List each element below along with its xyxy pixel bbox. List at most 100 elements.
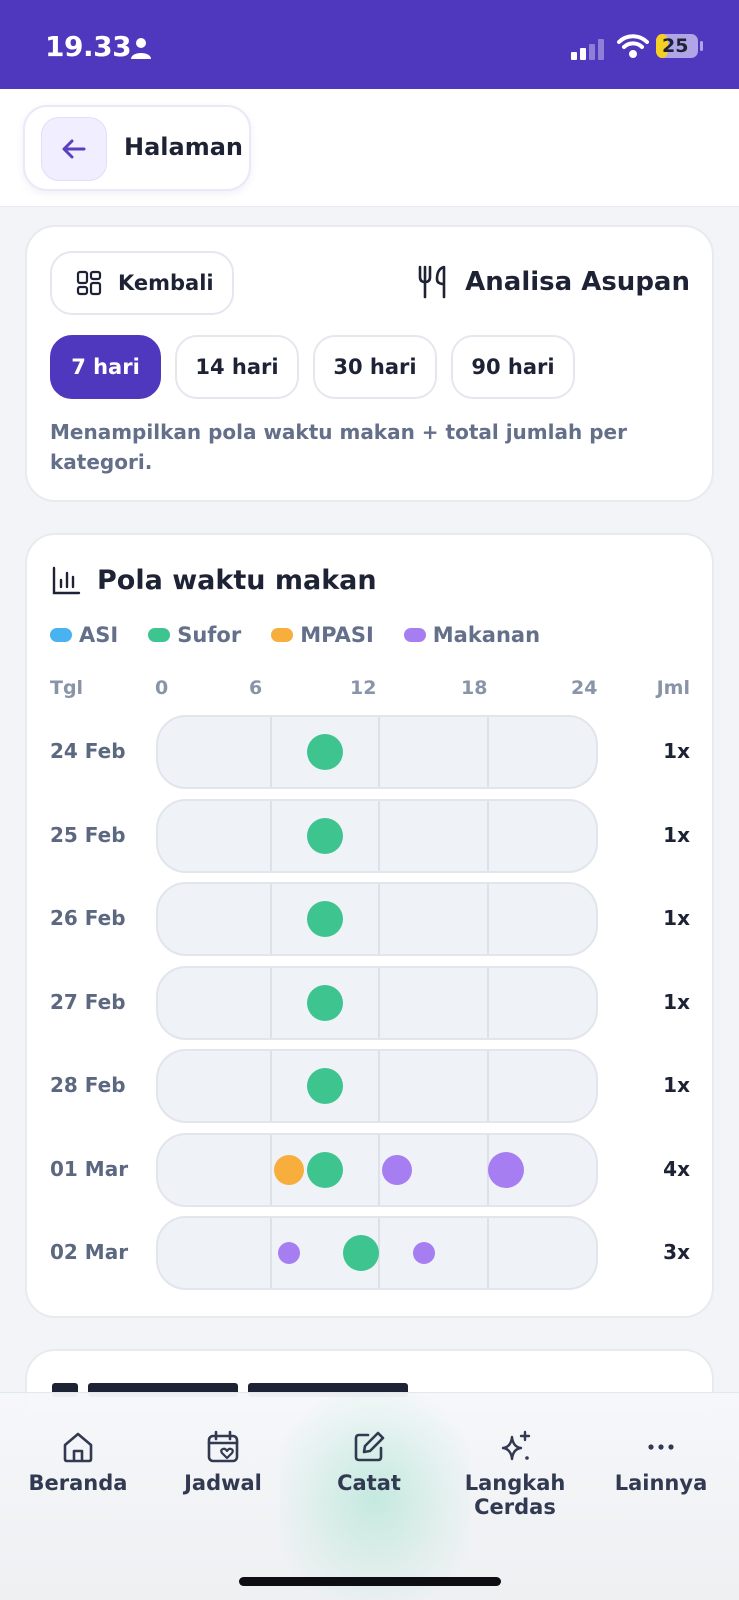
grid-line — [486, 1135, 489, 1205]
meal-dot-sufor — [306, 1152, 343, 1188]
nav-beranda[interactable]: Beranda — [8, 1429, 148, 1495]
grid-line — [378, 717, 380, 787]
timeline-track — [156, 882, 598, 956]
meal-dot-makanan — [382, 1155, 413, 1185]
grid-line — [378, 1051, 380, 1121]
x-tick-label: 6 — [249, 677, 263, 699]
axis-label-date: Tgl — [50, 677, 84, 699]
grid-line — [269, 801, 272, 871]
row-date: 02 Mar — [50, 1240, 129, 1264]
range-label: 7 hari — [71, 355, 140, 379]
timeline-track — [156, 1216, 598, 1290]
nav-label: Beranda — [28, 1471, 128, 1495]
edit-icon — [354, 1431, 385, 1462]
section-heading: Analisa Asupan — [417, 265, 690, 299]
meal-dot-sufor — [306, 901, 343, 937]
grid-line — [269, 968, 272, 1038]
row-count: 1x — [663, 906, 690, 930]
legend-asi: ASI — [50, 623, 118, 647]
nav-catat[interactable]: Catat — [299, 1429, 439, 1495]
person-icon — [131, 38, 151, 59]
meal-dot-sufor — [306, 985, 343, 1021]
grid-line — [486, 884, 489, 954]
chart-title: Pola waktu makan — [97, 565, 377, 596]
grid-icon — [76, 270, 102, 296]
bar-chart-icon — [52, 566, 81, 594]
grid-line — [486, 1218, 489, 1288]
timeline-track — [156, 1049, 598, 1123]
row-count: 1x — [663, 1073, 690, 1097]
legend-label: Sufor — [177, 623, 242, 647]
meal-dot-sufor — [342, 1235, 379, 1271]
grid-line — [486, 801, 489, 871]
range-label: 14 hari — [195, 355, 279, 379]
nav-lainnya[interactable]: Lainnya — [591, 1429, 731, 1495]
range-90-hari[interactable]: 90 hari — [451, 335, 575, 399]
range-7-hari[interactable]: 7 hari — [50, 335, 161, 399]
nav-label: Jadwal — [184, 1471, 262, 1495]
status-time: 19.33 — [45, 30, 132, 63]
x-tick-label: 18 — [461, 677, 488, 699]
timeline-track — [156, 966, 598, 1040]
kembali-label: Kembali — [118, 271, 214, 295]
chart-heading: Pola waktu makan — [51, 565, 377, 596]
timeline-track — [156, 715, 598, 789]
row-count: 1x — [663, 739, 690, 763]
nav-label: Langkah Cerdas — [464, 1471, 566, 1519]
legend-label: MPASI — [300, 623, 374, 647]
row-count: 3x — [663, 1240, 690, 1264]
row-date: 27 Feb — [50, 990, 126, 1014]
legend-label: Makanan — [432, 623, 541, 647]
grid-line — [269, 717, 272, 787]
wifi-icon — [617, 34, 649, 58]
x-tick-label: 0 — [155, 677, 169, 699]
chart-card: Pola waktu makan ASI Sufor MPASI Makanan… — [25, 533, 714, 1318]
row-count: 1x — [663, 823, 690, 847]
home-indicator — [239, 1577, 501, 1586]
row-date: 25 Feb — [50, 823, 126, 847]
legend-swatch — [50, 628, 72, 642]
legend-sufor: Sufor — [148, 623, 241, 647]
nav-langkah-cerdas[interactable]: Langkah Cerdas — [445, 1429, 585, 1519]
row-count: 1x — [663, 990, 690, 1014]
meal-dot-sufor — [306, 818, 343, 854]
filter-card: Kembali Analisa Asupan 7 hari 14 hari 30… — [25, 225, 714, 502]
legend-label: ASI — [79, 623, 119, 647]
bottom-nav: Beranda Jadwal Catat Langkah Cerdas Lai — [0, 1392, 739, 1600]
timeline-track — [156, 799, 598, 873]
grid-line — [269, 1218, 272, 1288]
sparkles-icon — [501, 1430, 531, 1461]
range-description: Menampilkan pola waktu makan + total jum… — [50, 420, 627, 474]
nav-label: Lainnya — [614, 1471, 708, 1495]
more-icon — [648, 1444, 674, 1450]
meal-dot-sufor — [306, 734, 343, 770]
grid-line — [378, 1218, 380, 1288]
arrow-left-icon — [62, 139, 86, 159]
row-date: 24 Feb — [50, 739, 126, 763]
back-card: Halaman — [23, 105, 251, 191]
calendar-heart-icon — [207, 1430, 239, 1463]
grid-line — [378, 968, 380, 1038]
grid-line — [486, 968, 489, 1038]
range-label: 30 hari — [333, 355, 417, 379]
row-date: 26 Feb — [50, 906, 126, 930]
status-bar: 19.33 25 — [0, 0, 739, 89]
battery-level: 25 — [662, 35, 689, 57]
page-title: Halaman — [124, 133, 243, 161]
range-30-hari[interactable]: 30 hari — [313, 335, 437, 399]
grid-line — [486, 1051, 489, 1121]
grid-line — [486, 717, 489, 787]
back-button[interactable] — [41, 117, 107, 181]
section-title: Analisa Asupan — [465, 267, 690, 297]
kembali-button[interactable]: Kembali — [50, 251, 234, 315]
chart-legend: ASI Sufor MPASI Makanan — [50, 623, 540, 647]
row-count: 4x — [663, 1157, 690, 1181]
legend-swatch — [148, 628, 171, 642]
nav-jadwal[interactable]: Jadwal — [153, 1429, 293, 1495]
meal-dot-makanan — [413, 1242, 436, 1264]
meal-dot-makanan — [277, 1242, 300, 1264]
meal-dot-sufor — [306, 1068, 343, 1104]
range-14-hari[interactable]: 14 hari — [175, 335, 299, 399]
legend-makanan: Makanan — [403, 623, 541, 647]
legend-swatch — [271, 628, 294, 642]
